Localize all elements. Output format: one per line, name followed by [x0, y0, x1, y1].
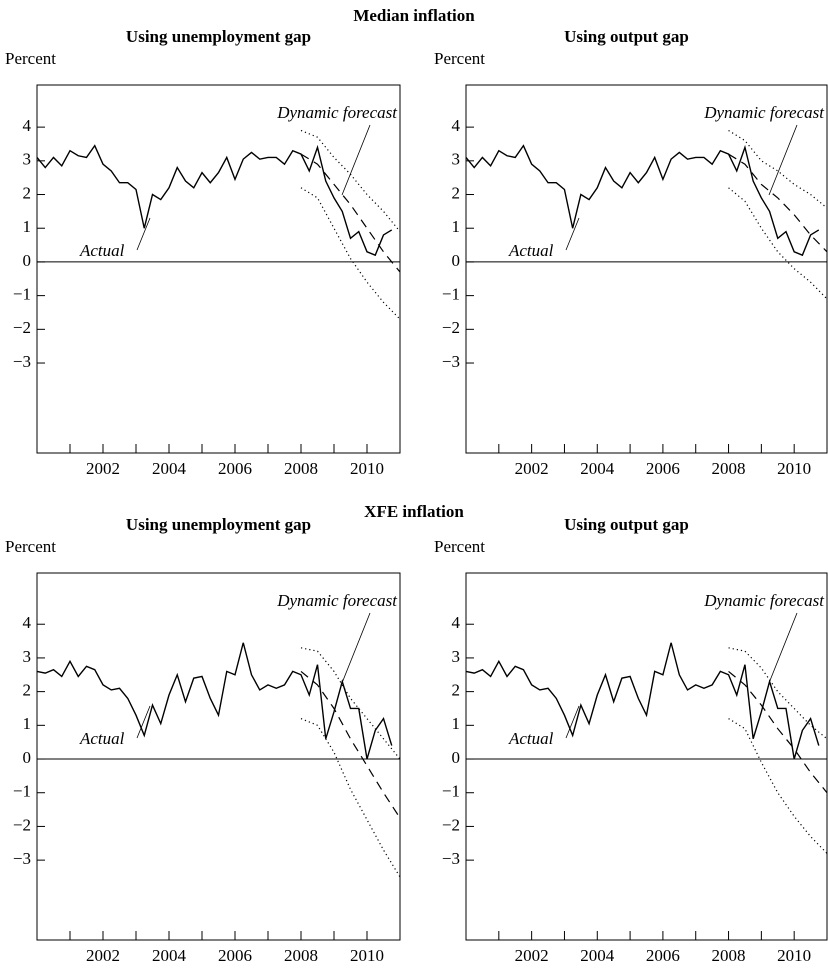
annotation: Dynamic forecast: [276, 103, 398, 122]
series-line: [728, 153, 828, 253]
annotation-pointer: [136, 705, 151, 739]
x-tick-label: 2010: [777, 946, 811, 965]
y-tick-label: 4: [23, 116, 32, 135]
y-tick-label: 3: [23, 150, 32, 169]
y-tick-label: 0: [23, 251, 32, 270]
series-line: [300, 647, 401, 760]
series-line: [728, 129, 828, 209]
y-tick-label: −3: [13, 849, 31, 868]
annotation: Dynamic forecast: [703, 591, 825, 610]
y-tick-label: 2: [452, 183, 461, 202]
y-tick-label: −2: [13, 318, 31, 337]
y-tick-label: 2: [23, 681, 32, 700]
y-tick-label: −3: [442, 352, 460, 371]
x-tick-label: 2010: [350, 459, 384, 478]
series-line: [728, 187, 828, 300]
chart-title: Using output gap: [564, 27, 689, 46]
plot-frame: [36, 572, 401, 941]
y-tick-label: 3: [452, 150, 461, 169]
x-tick-label: 2008: [284, 459, 318, 478]
x-tick-label: 2006: [646, 946, 680, 965]
y-tick-label: 0: [452, 748, 461, 767]
x-tick-label: 2006: [218, 459, 252, 478]
y-tick-label: 0: [452, 251, 461, 270]
annotation: Actual: [79, 729, 125, 748]
y-tick-label: −1: [13, 782, 31, 801]
plot-frame: [36, 84, 401, 454]
x-tick-label: 2004: [152, 946, 187, 965]
y-tick-label: −1: [442, 285, 460, 304]
x-tick-label: 2010: [350, 946, 384, 965]
plot-frame: [465, 84, 828, 454]
annotation-pointer: [341, 612, 371, 684]
y-tick-label: 1: [452, 714, 461, 733]
y-tick-label: 0: [23, 748, 32, 767]
x-tick-label: 2010: [777, 459, 811, 478]
section-title: XFE inflation: [364, 502, 464, 521]
series-line: [36, 144, 393, 257]
plot-frame: [465, 572, 828, 941]
y-tick-label: −3: [442, 849, 460, 868]
y-tick-label: 2: [452, 681, 461, 700]
x-tick-label: 2004: [152, 459, 187, 478]
series-line: [300, 670, 401, 819]
y-tick-label: 2: [23, 183, 32, 202]
x-tick-label: 2004: [580, 459, 615, 478]
chart-title: Using unemployment gap: [126, 27, 311, 46]
x-tick-label: 2002: [86, 459, 120, 478]
annotation: Actual: [79, 241, 125, 260]
x-tick-label: 2002: [86, 946, 120, 965]
series-line: [300, 153, 401, 273]
section-title: Median inflation: [353, 6, 475, 25]
annotation: Dynamic forecast: [276, 591, 398, 610]
x-tick-label: 2008: [712, 946, 746, 965]
y-tick-label: −1: [13, 285, 31, 304]
series-line: [465, 144, 820, 257]
series-line: [465, 642, 820, 760]
y-tick-label: 3: [23, 647, 32, 666]
x-tick-label: 2004: [580, 946, 615, 965]
y-tick-label: 3: [452, 647, 461, 666]
annotation: Actual: [508, 729, 554, 748]
annotation-pointer: [565, 705, 580, 739]
y-tick-label: −2: [442, 318, 460, 337]
x-tick-label: 2008: [712, 459, 746, 478]
series-line: [728, 718, 828, 854]
series-line: [300, 129, 401, 232]
y-tick-label: −2: [442, 815, 460, 834]
annotation-pointer: [565, 217, 580, 251]
chart-title: Using unemployment gap: [126, 515, 311, 534]
series-line: [300, 718, 401, 878]
y-tick-label: 1: [23, 714, 32, 733]
annotation-pointer: [768, 612, 798, 684]
annotation: Actual: [508, 241, 554, 260]
x-tick-label: 2006: [218, 946, 252, 965]
annotation-pointer: [768, 124, 798, 196]
y-axis-label: Percent: [434, 537, 485, 556]
series-line: [300, 187, 401, 320]
y-tick-label: 4: [452, 613, 461, 632]
y-axis-label: Percent: [434, 49, 485, 68]
y-tick-label: 1: [452, 217, 461, 236]
x-tick-label: 2002: [515, 946, 549, 965]
series-line: [36, 642, 393, 760]
annotation: Dynamic forecast: [703, 103, 825, 122]
x-tick-label: 2008: [284, 946, 318, 965]
x-tick-label: 2006: [646, 459, 680, 478]
x-tick-label: 2002: [515, 459, 549, 478]
y-axis-label: Percent: [5, 537, 56, 556]
y-tick-label: −1: [442, 782, 460, 801]
annotation-pointer: [341, 124, 371, 196]
y-tick-label: 4: [452, 116, 461, 135]
y-axis-label: Percent: [5, 49, 56, 68]
chart-title: Using output gap: [564, 515, 689, 534]
y-tick-label: 1: [23, 217, 32, 236]
y-tick-label: −2: [13, 815, 31, 834]
y-tick-label: −3: [13, 352, 31, 371]
annotation-pointer: [136, 217, 151, 251]
series-line: [728, 670, 828, 794]
y-tick-label: 4: [23, 613, 32, 632]
